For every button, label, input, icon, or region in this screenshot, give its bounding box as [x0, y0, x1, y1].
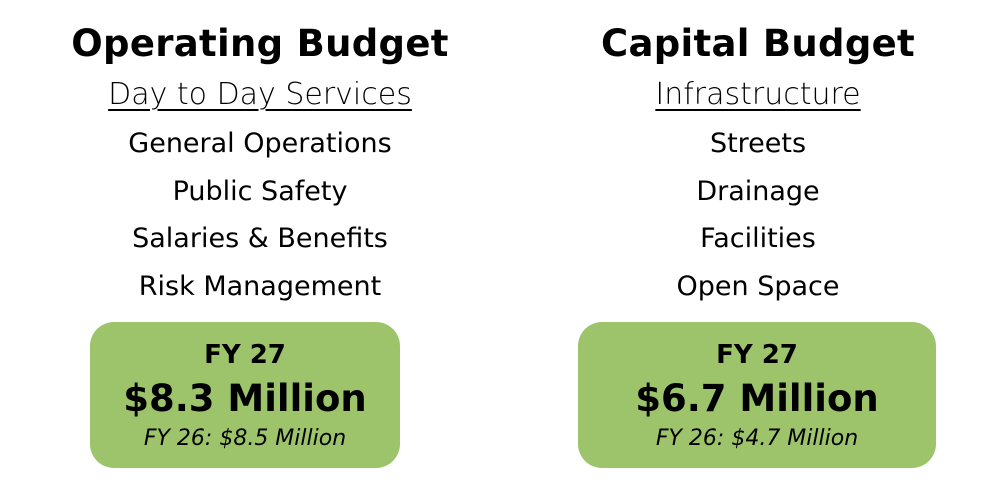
capital-budget-subtitle: Infrastructure [655, 77, 861, 112]
operating-prior-year: FY 26: $8.5 Million [143, 426, 347, 451]
operating-amount: $8.3 Million [123, 377, 367, 420]
list-item: Open Space [676, 270, 840, 302]
operating-budget-column: Operating Budget Day to Day Services Gen… [60, 0, 460, 310]
list-item: Drainage [696, 175, 820, 207]
capital-amount: $6.7 Million [635, 377, 879, 420]
capital-prior-year: FY 26: $4.7 Million [655, 426, 859, 451]
capital-fy-label: FY 27 [716, 340, 798, 370]
capital-budget-amount-box: FY 27 $6.7 Million FY 26: $4.7 Million [578, 322, 936, 468]
operating-budget-title: Operating Budget [71, 22, 449, 65]
list-item: Public Safety [172, 175, 348, 207]
operating-budget-amount-box: FY 27 $8.3 Million FY 26: $8.5 Million [90, 322, 400, 468]
operating-fy-label: FY 27 [204, 340, 286, 370]
operating-budget-list: General Operations Public Safety Salarie… [60, 120, 460, 310]
list-item: General Operations [128, 128, 392, 159]
capital-budget-title: Capital Budget [600, 22, 915, 65]
capital-budget-list: Streets Drainage Facilities Open Space [558, 120, 958, 310]
list-item: Salaries & Benefits [132, 223, 388, 254]
list-item: Facilities [700, 223, 816, 254]
operating-budget-subtitle: Day to Day Services [108, 77, 412, 112]
list-item: Risk Management [138, 270, 382, 302]
capital-budget-column: Capital Budget Infrastructure Streets Dr… [558, 0, 958, 310]
list-item: Streets [709, 128, 807, 159]
